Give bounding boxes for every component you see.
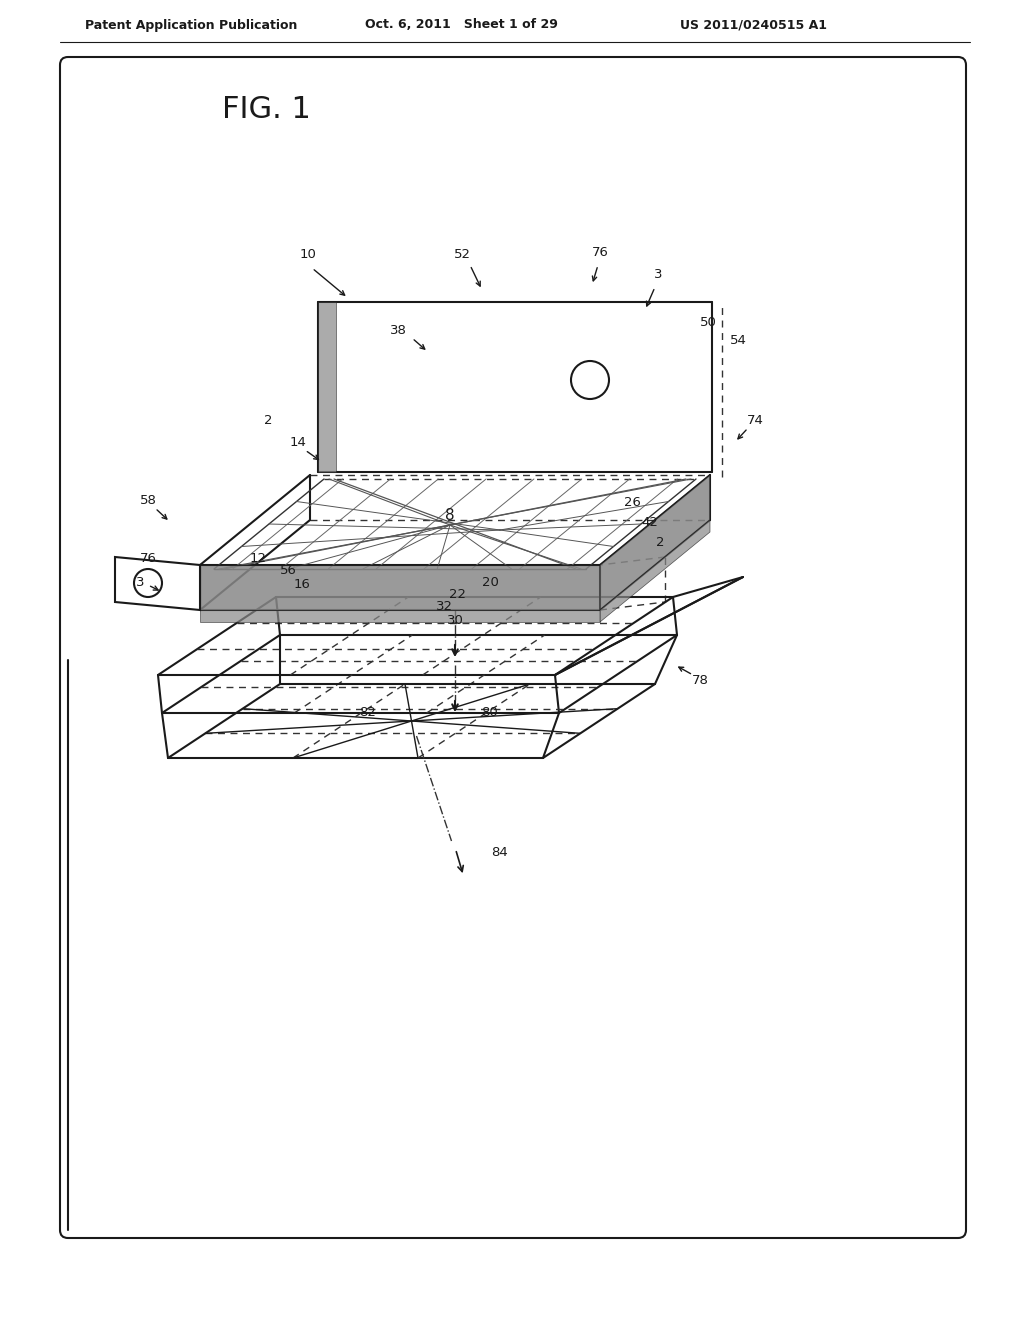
Text: 50: 50: [699, 315, 717, 329]
Polygon shape: [115, 557, 200, 610]
Text: 16: 16: [294, 578, 310, 590]
Text: 76: 76: [592, 246, 608, 259]
Text: 32: 32: [435, 599, 453, 612]
Text: 58: 58: [139, 494, 157, 507]
Text: 20: 20: [481, 576, 499, 589]
Text: 42: 42: [642, 516, 658, 528]
Text: 38: 38: [389, 323, 407, 337]
Text: 22: 22: [450, 587, 467, 601]
Text: 78: 78: [691, 673, 709, 686]
Text: 56: 56: [280, 564, 296, 577]
Text: 54: 54: [729, 334, 746, 346]
Text: US 2011/0240515 A1: US 2011/0240515 A1: [680, 18, 827, 32]
Text: Patent Application Publication: Patent Application Publication: [85, 18, 297, 32]
Text: 8: 8: [445, 507, 455, 523]
Polygon shape: [600, 520, 710, 622]
Text: 76: 76: [139, 552, 157, 565]
Text: 26: 26: [624, 495, 640, 508]
Text: FIG. 1: FIG. 1: [222, 95, 311, 124]
Text: 14: 14: [290, 436, 306, 449]
Polygon shape: [600, 475, 710, 610]
Text: 80: 80: [481, 705, 499, 718]
Text: 3: 3: [653, 268, 663, 281]
Text: Oct. 6, 2011   Sheet 1 of 29: Oct. 6, 2011 Sheet 1 of 29: [365, 18, 558, 32]
Polygon shape: [318, 302, 336, 473]
Text: 84: 84: [492, 846, 508, 858]
Text: 12: 12: [250, 552, 266, 565]
Text: 2: 2: [655, 536, 665, 549]
Text: 10: 10: [300, 248, 316, 261]
Text: 82: 82: [359, 705, 377, 718]
Text: 74: 74: [746, 413, 764, 426]
Polygon shape: [200, 610, 600, 622]
Text: 30: 30: [446, 614, 464, 627]
Text: 52: 52: [454, 248, 470, 261]
Polygon shape: [200, 565, 600, 610]
Text: 3: 3: [136, 576, 144, 589]
Text: 2: 2: [264, 413, 272, 426]
